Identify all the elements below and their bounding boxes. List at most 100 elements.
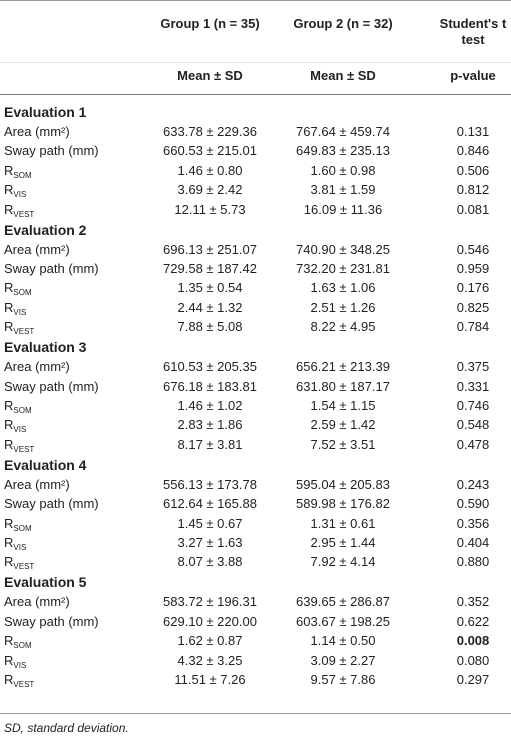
cell: 696.13 ± 251.07 (163, 241, 257, 257)
cell: 0.846 (456, 143, 490, 159)
cell: 3.69 ± 2.42 (177, 182, 243, 198)
cell: 2.83 ± 1.86 (177, 417, 243, 433)
cell: 612.64 ± 165.88 (163, 496, 257, 512)
cell: 8.07 ± 3.88 (177, 554, 243, 570)
cell: 629.10 ± 220.00 (163, 613, 257, 629)
cell: 8.22 ± 4.95 (310, 319, 376, 335)
section-title: Evaluation 5 (4, 574, 87, 591)
row-label: Sway path (mm) (4, 613, 99, 629)
label-main: R (4, 554, 14, 570)
cell: 0.131 (456, 124, 490, 139)
cell: 1.45 ± 0.67 (177, 515, 243, 531)
row-label: RSOM (4, 163, 32, 181)
cell: 729.58 ± 187.42 (163, 261, 257, 276)
row-label: Area (mm²) (4, 359, 70, 375)
label-sub: SOM (13, 288, 32, 298)
cell: 603.67 ± 198.25 (296, 613, 390, 629)
section-title: Evaluation 3 (4, 339, 87, 356)
label-main: R (4, 633, 14, 649)
cell: 0.081 (456, 201, 490, 217)
label-main: R (4, 417, 14, 433)
cell: 0.590 (456, 496, 490, 512)
cell: 0.959 (456, 261, 490, 276)
cell: 3.81 ± 1.59 (310, 182, 376, 198)
cell: 7.92 ± 4.14 (310, 554, 376, 570)
label-sub: VIS (13, 307, 27, 317)
cell: 660.53 ± 215.01 (163, 143, 257, 159)
label-main: R (4, 162, 14, 178)
cell: 676.18 ± 183.81 (163, 378, 257, 394)
header-bottom-rule (0, 94, 511, 95)
cell: 0.404 (456, 535, 490, 550)
cell: 589.98 ± 176.82 (296, 496, 390, 512)
label-sub: SOM (13, 170, 32, 180)
cell: 656.21 ± 213.39 (296, 359, 390, 375)
label-main: R (4, 299, 14, 315)
cell: 0.352 (456, 594, 490, 610)
row-label: Area (mm²) (4, 594, 70, 610)
cell: 732.20 ± 231.81 (296, 261, 390, 276)
cell: 7.52 ± 3.51 (310, 436, 376, 452)
row-label: RVEST (4, 437, 34, 455)
cell: 0.243 (456, 476, 490, 492)
cell: 1.62 ± 0.87 (177, 633, 243, 649)
cell: 1.54 ± 1.15 (310, 398, 376, 413)
cell: 12.11 ± 5.73 (174, 201, 246, 217)
row-label: RVIS (4, 535, 26, 553)
cell: 631.80 ± 187.17 (296, 378, 390, 394)
cell: 3.09 ± 2.27 (310, 652, 376, 668)
subheader-cell: Mean ± SD (310, 68, 376, 83)
label-sub: VEST (13, 444, 35, 454)
row-label: RVIS (4, 300, 26, 318)
cell: 0.297 (456, 672, 490, 687)
cell: 0.746 (456, 398, 490, 413)
subheader-cell: p-value (450, 68, 496, 83)
header-cell: Group 1 (n = 35) (160, 16, 260, 31)
row-label: RVEST (4, 672, 34, 690)
cell: 639.65 ± 286.87 (296, 594, 390, 610)
cell: 1.35 ± 0.54 (177, 280, 243, 296)
cell: 0.622 (456, 613, 490, 629)
cell: 610.53 ± 205.35 (163, 359, 257, 375)
cell: 0.478 (456, 436, 490, 452)
label-sub: SOM (13, 523, 32, 533)
cell: 556.13 ± 173.78 (163, 476, 257, 492)
row-label: RVIS (4, 182, 26, 200)
cell: 1.31 ± 0.61 (310, 515, 376, 531)
cell: 16.09 ± 11.36 (303, 201, 383, 217)
cell: 740.90 ± 348.25 (296, 241, 390, 257)
label-main: R (4, 398, 14, 413)
cell: 1.46 ± 1.02 (177, 398, 243, 413)
top-rule (0, 0, 511, 1)
row-label: RVEST (4, 202, 34, 220)
cell: 0.331 (456, 378, 490, 394)
section-title: Evaluation 2 (4, 221, 87, 238)
row-label: Sway path (mm) (4, 261, 99, 276)
label-sub: VEST (13, 562, 35, 572)
header-cell: Student's t test (439, 16, 507, 47)
label-main: R (4, 436, 14, 452)
row-label: Area (mm²) (4, 241, 70, 257)
cell: 2.44 ± 1.32 (177, 299, 243, 315)
cell: 0.546 (456, 241, 490, 257)
cell: 1.46 ± 0.80 (177, 162, 243, 178)
label-main: R (4, 280, 14, 296)
cell: 0.880 (456, 554, 490, 570)
cell: 0.825 (456, 299, 490, 315)
cell: 767.64 ± 459.74 (296, 124, 390, 139)
label-sub: VEST (13, 680, 35, 689)
cell: 0.375 (456, 359, 490, 375)
row-label: RSOM (4, 516, 32, 534)
cell: 633.78 ± 229.36 (163, 124, 257, 139)
cell: 0.548 (456, 417, 490, 433)
cell: 1.63 ± 1.06 (310, 280, 376, 296)
label-main: R (4, 672, 14, 687)
label-sub: VIS (13, 190, 27, 200)
label-main: R (4, 201, 14, 217)
row-label: RVEST (4, 554, 34, 572)
cell: 0.784 (456, 319, 490, 335)
row-label: RSOM (4, 633, 32, 651)
label-main: R (4, 319, 14, 335)
header-cell: Group 2 (n = 32) (293, 16, 393, 31)
cell: 11.51 ± 7.26 (174, 672, 246, 687)
